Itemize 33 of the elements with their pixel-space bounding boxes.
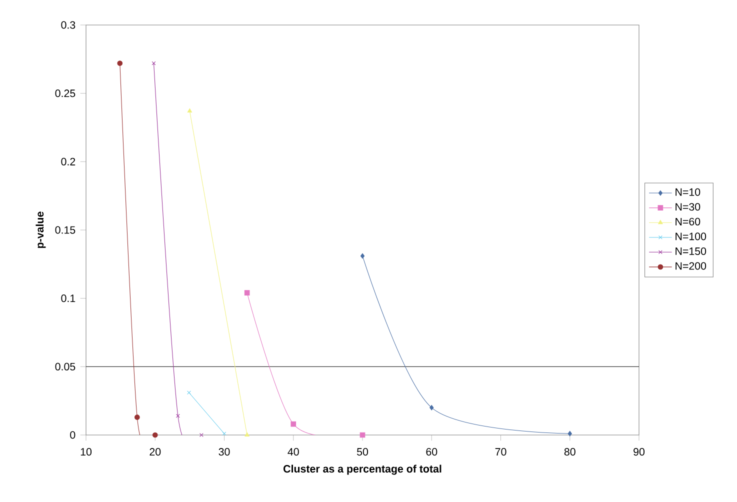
y-tick-label: 0.3 [61,21,76,29]
x-tick-label: 80 [564,448,576,456]
point [176,414,180,418]
x-tick-label: 70 [495,448,506,456]
y-tick-label: 0.25 [55,90,76,98]
y-tick-label: 0.15 [55,226,76,234]
point [568,430,572,436]
legend-label: N=10 [676,188,700,196]
point [117,60,123,66]
x-tick-label: 90 [634,448,645,456]
y-axis-title: p-value [36,212,46,248]
y-tick-label: 0.1 [61,294,76,302]
x-tick-label: 10 [80,448,92,456]
x-axis-title: Cluster as a percentage of total [284,464,442,475]
point [430,404,434,410]
legend-label: N=200 [676,262,706,270]
x-tick-label: 30 [218,448,230,456]
point [244,290,250,296]
legend-label: N=60 [676,218,700,226]
y-tick-label: 0.2 [61,158,76,166]
point [134,414,140,420]
y-tick-label: 0.05 [55,362,76,370]
legend-label: N=150 [676,247,706,255]
x-tick-label: 60 [426,448,438,456]
point [152,432,158,438]
point [290,421,296,427]
legend-label: N=30 [676,203,700,211]
y-tick-label: 0 [70,431,76,439]
x-tick-label: 40 [288,448,299,456]
x-tick-label: 50 [356,448,368,456]
legend-label: N=100 [676,232,706,240]
x-tick-label: 20 [150,448,161,456]
point [360,253,365,259]
